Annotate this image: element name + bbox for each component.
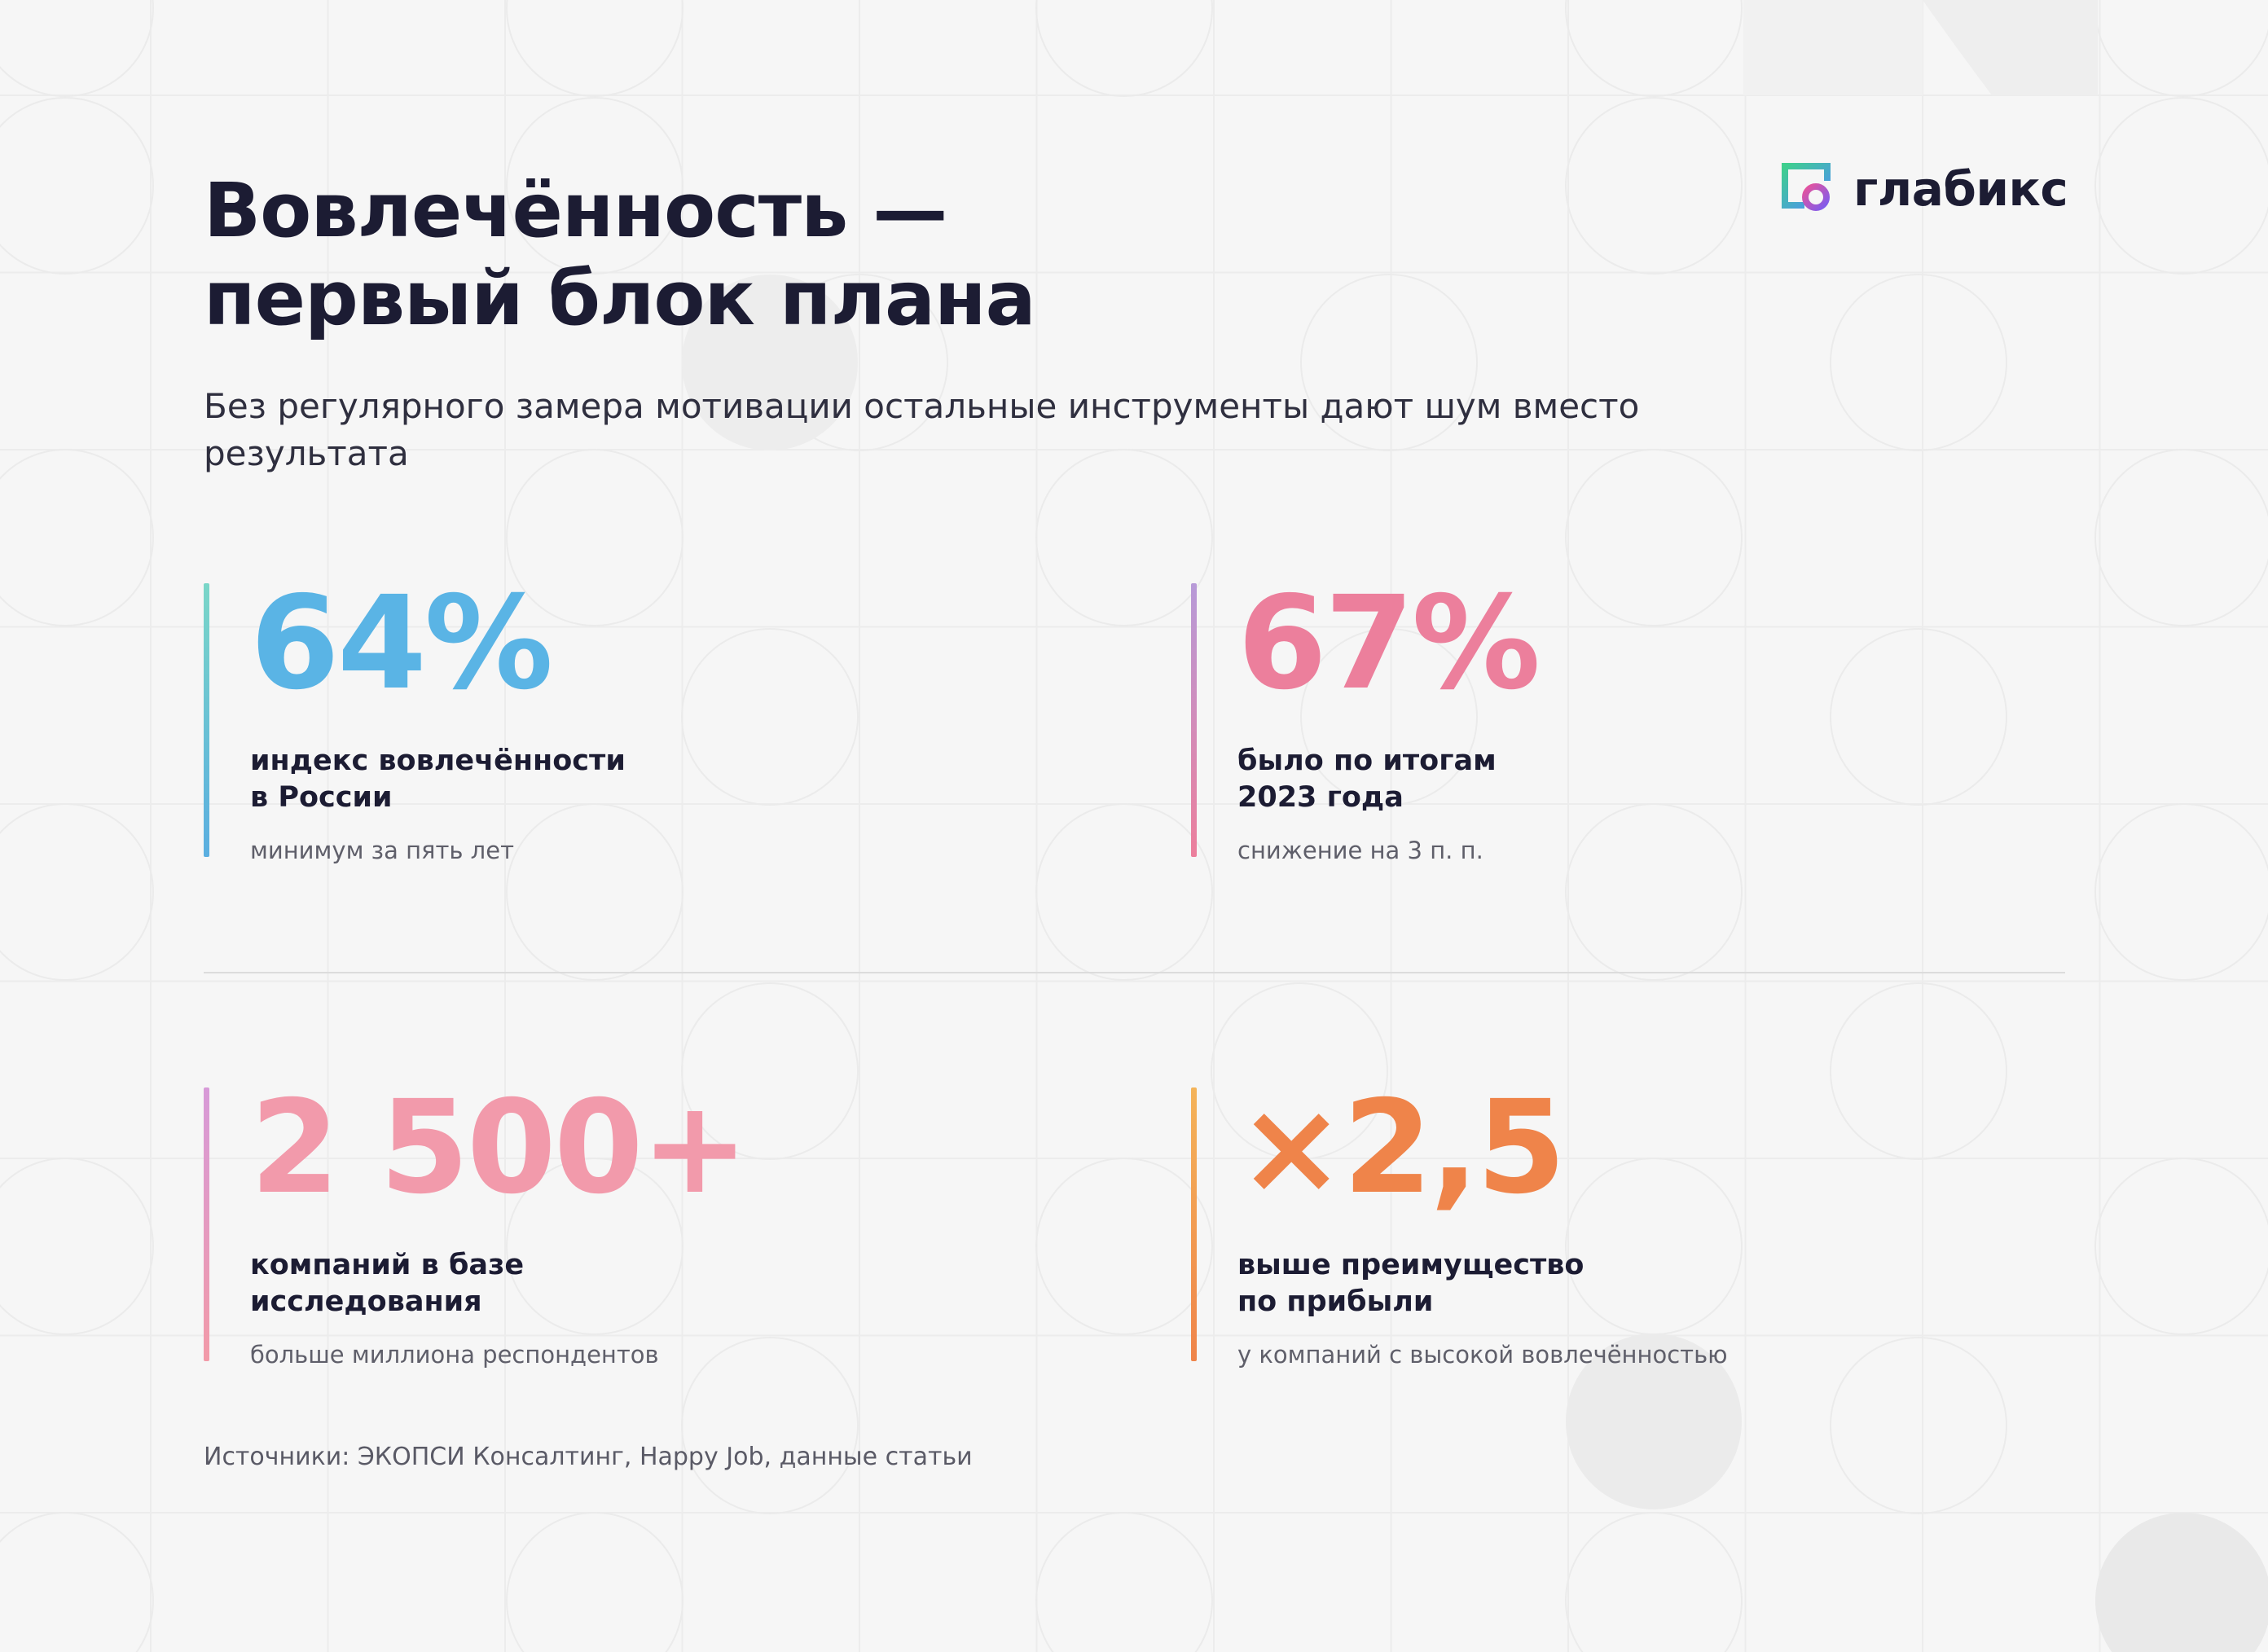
stat-label-line-2: 2023 года [1237, 781, 1404, 814]
stat-accent-bar [204, 1087, 209, 1361]
stat-card-engagement-index: 64% индекс вовлечённости в России миниму… [204, 578, 1141, 864]
stat-label: было по итогам 2023 года [1237, 743, 2052, 816]
stat-label: компаний в базе исследования [250, 1247, 1065, 1320]
stat-note: больше миллиона респондентов [250, 1341, 659, 1369]
stat-accent-bar [204, 583, 209, 857]
stat-label-line-2: исследования [250, 1285, 482, 1318]
stat-card-profit-advantage: ×2,5 выше преимущество по прибыли у комп… [1191, 1083, 2128, 1369]
stat-label-line-2: по прибыли [1237, 1285, 1434, 1318]
stat-label: выше преимущество по прибыли [1237, 1247, 2052, 1320]
stat-accent-bar [1191, 1087, 1197, 1361]
page-title: Вовлечённость — первый блок плана [204, 167, 1426, 343]
stat-note: минимум за пять лет [250, 837, 514, 864]
stat-accent-bar [1191, 583, 1197, 857]
page-title-line-2: первый блок плана [204, 255, 1036, 342]
page-subtitle: Без регулярного замера мотивации остальн… [204, 386, 1640, 473]
brand-logo: глабикс [1780, 160, 2068, 218]
stat-card-2023-results: 67% было по итогам 2023 года снижение на… [1191, 578, 2128, 864]
stat-label-line-1: выше преимущество [1237, 1249, 1585, 1281]
stat-label-line-1: индекс вовлечённости [250, 745, 626, 777]
page-title-line-1: Вовлечённость — [204, 167, 947, 254]
stat-value: 64% [250, 569, 553, 718]
stat-note: у компаний с высокой вовлечённостью [1237, 1341, 1728, 1369]
stat-card-companies: 2 500+ компаний в базе исследования боль… [204, 1083, 1141, 1369]
stat-value: 67% [1237, 569, 1541, 718]
section-divider [204, 972, 2065, 973]
stat-label-line-1: компаний в базе [250, 1249, 525, 1281]
brand-name: глабикс [1853, 161, 2068, 217]
stat-label-line-2: в России [250, 781, 393, 814]
stat-label: индекс вовлечённости в России [250, 743, 1065, 816]
glabiks-logo-icon [1782, 163, 1831, 211]
stat-value: 2 500+ [250, 1073, 749, 1223]
stat-value: ×2,5 [1237, 1073, 1566, 1223]
stat-label-line-1: было по итогам [1237, 745, 1497, 777]
sources-footnote: Источники: ЭКОПСИ Консалтинг, Happy Job,… [204, 1443, 973, 1471]
stat-note: снижение на 3 п. п. [1237, 837, 1483, 864]
